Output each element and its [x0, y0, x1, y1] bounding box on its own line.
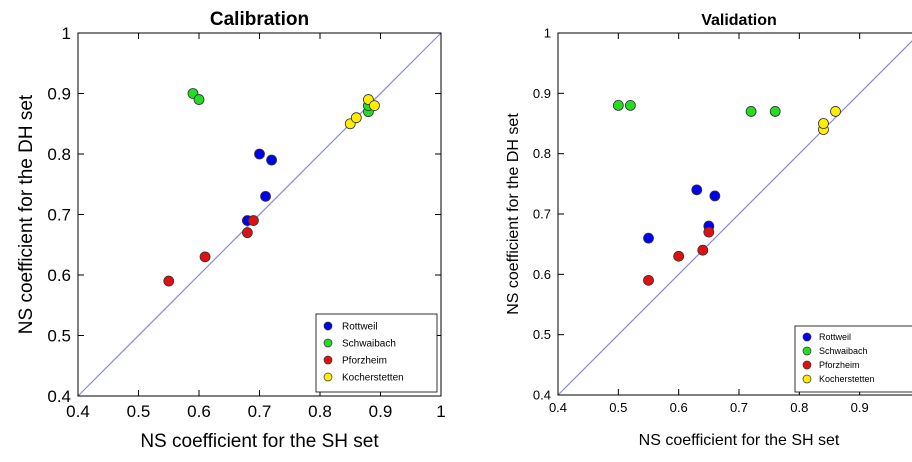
data-point-schwaibach — [193, 94, 205, 105]
data-point-kocherstetten — [369, 100, 380, 111]
data-point-pforzheim — [643, 274, 654, 286]
y-tick-label: 0.7 — [533, 207, 551, 222]
legend: Rottweil Schwaibach Pforzheim Kocherstetten — [315, 313, 438, 393]
x-tick-label: 0.7 — [730, 400, 748, 415]
data-point-rottweil — [266, 154, 278, 166]
y-tick-label: 0.9 — [533, 86, 551, 101]
legend-label: Kocherstetten — [819, 374, 875, 384]
y-tick-label: 0.6 — [47, 266, 71, 285]
legend-marker-schwaibach — [323, 338, 333, 348]
y-tick-label: 0.9 — [47, 84, 71, 103]
data-point-schwaibach — [769, 106, 781, 117]
legend-marker-kocherstetten — [802, 374, 812, 384]
legend-label: Pforzheim — [342, 356, 387, 367]
legend-marker-rottweil — [323, 321, 333, 331]
y-tick-label: 0.4 — [533, 388, 551, 403]
x-tick-label: 1 — [436, 402, 445, 421]
data-point-kocherstetten — [830, 106, 841, 117]
x-tick-label: 0.9 — [851, 400, 869, 415]
validation-panel: 0.40.50.60.70.80.910.40.50.60.70.80.91Va… — [505, 12, 912, 449]
data-point-rottweil — [260, 190, 271, 202]
data-point-pforzheim — [199, 251, 211, 263]
data-point-pforzheim — [673, 250, 685, 262]
legend-box — [315, 313, 438, 393]
x-tick-label: 0.8 — [308, 402, 332, 421]
legend-label: Rottweil — [342, 322, 378, 333]
x-tick-label: 0.4 — [66, 402, 90, 421]
y-tick-label: 0.5 — [533, 327, 551, 342]
y-tick-label: 0.8 — [47, 145, 71, 164]
y-tick-label: 1 — [544, 26, 551, 41]
data-point-pforzheim — [248, 215, 259, 226]
data-point-schwaibach — [625, 100, 636, 111]
data-point-schwaibach — [612, 100, 624, 111]
y-tick-label: 0.7 — [47, 205, 71, 224]
legend-label: Pforzheim — [819, 360, 860, 370]
x-tick-label: 0.5 — [609, 400, 627, 415]
legend: Rottweil Schwaibach Pforzheim Kocherstetten — [794, 325, 912, 393]
y-tick-label: 0.4 — [47, 387, 71, 406]
data-point-schwaibach — [745, 106, 757, 117]
legend-marker-schwaibach — [802, 346, 812, 356]
legend-box — [794, 325, 912, 393]
x-tick-label: 0.4 — [549, 400, 567, 415]
data-point-rottweil — [691, 184, 703, 196]
calibration-panel: 0.4 0.5 0.6 0.7 0.8 0.9 1 0.4 0.5 0.6 0.7 0.8 0.9 1 Ca… — [16, 9, 446, 452]
x-tick-label: 0.7 — [248, 402, 272, 421]
one-to-one-line — [77, 32, 442, 397]
chart-title: Validation — [701, 12, 777, 29]
data-point-rottweil — [254, 148, 265, 160]
chart-title: Calibration — [210, 9, 309, 30]
data-point-kocherstetten — [350, 112, 362, 124]
legend-marker-pforzheim — [323, 355, 333, 365]
x-axis-label: NS coefficient for the SH set — [639, 432, 840, 449]
legend-marker-rottweil — [802, 332, 812, 342]
y-tick-label: 0.5 — [47, 326, 71, 345]
legend-label: Kocherstetten — [342, 373, 404, 384]
data-point-kocherstetten — [818, 118, 829, 129]
legend-marker-pforzheim — [802, 360, 812, 370]
data-point-pforzheim — [163, 275, 175, 287]
legend-label: Schwaibach — [342, 339, 396, 350]
x-tick-label: 0.9 — [369, 402, 393, 421]
y-tick-label: 0.8 — [533, 146, 551, 161]
data-point-pforzheim — [697, 244, 709, 256]
data-point-rottweil — [709, 190, 721, 202]
y-axis-label: NS coefficient for the DH set — [16, 94, 37, 334]
x-tick-label: 0.8 — [790, 400, 808, 415]
data-point-pforzheim — [241, 227, 253, 239]
data-point-rottweil — [643, 232, 654, 244]
one-to-one-line — [557, 40, 912, 396]
y-tick-label: 0.6 — [533, 267, 551, 282]
x-tick-label: 0.5 — [127, 402, 151, 421]
legend-marker-kocherstetten — [323, 372, 333, 382]
y-tick-label: 1 — [62, 24, 71, 43]
legend-label: Rottweil — [819, 332, 851, 342]
x-tick-label: 0.6 — [670, 400, 688, 415]
y-axis-label: NS coefficient for the DH set — [505, 113, 522, 315]
x-tick-label: 0.6 — [187, 402, 211, 421]
x-axis-label: NS coefficient for the SH set — [140, 431, 379, 452]
data-point-pforzheim — [703, 226, 715, 238]
legend-label: Schwaibach — [819, 346, 868, 356]
